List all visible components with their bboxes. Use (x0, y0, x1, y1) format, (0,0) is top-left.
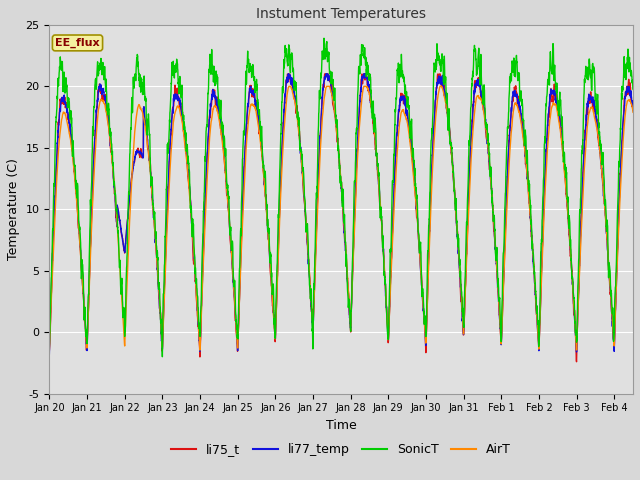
SonicT (320, 36, 328, 41)
li77_temp (423, 305, 431, 311)
Line: li75_t: li75_t (49, 74, 633, 362)
li77_temp (431, 99, 439, 105)
SonicT (228, 244, 236, 250)
Y-axis label: Temperature (C): Temperature (C) (7, 158, 20, 260)
AirT (285, 84, 292, 89)
li77_temp (284, 71, 292, 77)
li75_t (175, 99, 183, 105)
li77_temp (228, 255, 236, 261)
li77_temp (45, 351, 53, 357)
SonicT (431, 69, 439, 75)
li75_t (45, 348, 53, 353)
li75_t (613, 255, 621, 261)
Line: li77_temp: li77_temp (49, 74, 633, 354)
li75_t (431, 102, 439, 108)
SonicT (629, 86, 637, 92)
SonicT (159, 354, 166, 360)
AirT (196, 348, 204, 353)
Legend: li75_t, li77_temp, SonicT, AirT: li75_t, li77_temp, SonicT, AirT (166, 438, 516, 461)
li75_t (284, 71, 291, 77)
Title: Instument Temperatures: Instument Temperatures (256, 7, 426, 21)
SonicT (423, 277, 431, 283)
AirT (45, 347, 53, 352)
li75_t (629, 101, 637, 107)
Line: AirT: AirT (49, 86, 633, 350)
li77_temp (575, 296, 582, 301)
SonicT (175, 85, 183, 91)
li77_temp (613, 273, 621, 278)
SonicT (575, 258, 582, 264)
AirT (423, 304, 431, 310)
SonicT (45, 343, 53, 349)
AirT (575, 291, 582, 297)
AirT (613, 271, 621, 276)
SonicT (613, 240, 621, 245)
AirT (175, 105, 183, 111)
li75_t (228, 248, 236, 254)
X-axis label: Time: Time (326, 419, 356, 432)
Text: EE_flux: EE_flux (55, 38, 100, 48)
AirT (431, 120, 439, 125)
AirT (629, 109, 637, 115)
Line: SonicT: SonicT (49, 38, 633, 357)
AirT (228, 255, 236, 261)
li75_t (575, 290, 582, 296)
li75_t (573, 359, 580, 365)
li75_t (423, 308, 431, 313)
li77_temp (629, 108, 637, 114)
li77_temp (175, 96, 183, 101)
